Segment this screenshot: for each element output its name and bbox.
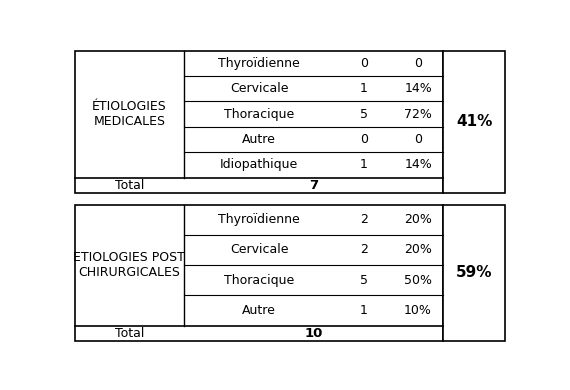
Text: 2: 2 <box>360 213 368 226</box>
Text: 5: 5 <box>360 108 368 121</box>
Text: 2: 2 <box>360 243 368 257</box>
Text: 20%: 20% <box>404 243 432 257</box>
Bar <box>75 205 443 341</box>
Text: Total: Total <box>115 179 144 192</box>
Bar <box>75 51 443 193</box>
Text: ETIOLOGIES POST
CHIRURGICALES: ETIOLOGIES POST CHIRURGICALES <box>74 251 185 279</box>
Text: 20%: 20% <box>404 213 432 226</box>
Text: 59%: 59% <box>456 265 492 280</box>
Text: 10: 10 <box>304 327 323 340</box>
Text: Thoracique: Thoracique <box>224 108 294 121</box>
Text: 0: 0 <box>414 57 422 70</box>
Text: Idiopathique: Idiopathique <box>220 158 298 172</box>
Text: 1: 1 <box>360 304 368 317</box>
Text: 0: 0 <box>360 133 368 146</box>
Bar <box>443 51 505 193</box>
Bar <box>443 205 505 341</box>
Text: 7: 7 <box>309 179 318 192</box>
Text: Autre: Autre <box>242 304 276 317</box>
Text: 10%: 10% <box>404 304 432 317</box>
Text: Cervicale: Cervicale <box>230 82 288 95</box>
Text: 0: 0 <box>414 133 422 146</box>
Text: Total: Total <box>115 327 144 340</box>
Text: 1: 1 <box>360 82 368 95</box>
Text: 14%: 14% <box>404 158 432 172</box>
Text: 14%: 14% <box>404 82 432 95</box>
Text: Autre: Autre <box>242 133 276 146</box>
Text: Thoracique: Thoracique <box>224 274 294 287</box>
Text: ÉTIOLOGIES
MEDICALES: ÉTIOLOGIES MEDICALES <box>92 100 167 128</box>
Text: 1: 1 <box>360 158 368 172</box>
Text: 5: 5 <box>360 274 368 287</box>
Text: 0: 0 <box>360 57 368 70</box>
Text: Thyroïdienne: Thyroïdienne <box>218 57 300 70</box>
Text: Cervicale: Cervicale <box>230 243 288 257</box>
Text: 41%: 41% <box>456 114 492 129</box>
Text: Thyroïdienne: Thyroïdienne <box>218 213 300 226</box>
Text: 50%: 50% <box>404 274 432 287</box>
Text: 72%: 72% <box>404 108 432 121</box>
